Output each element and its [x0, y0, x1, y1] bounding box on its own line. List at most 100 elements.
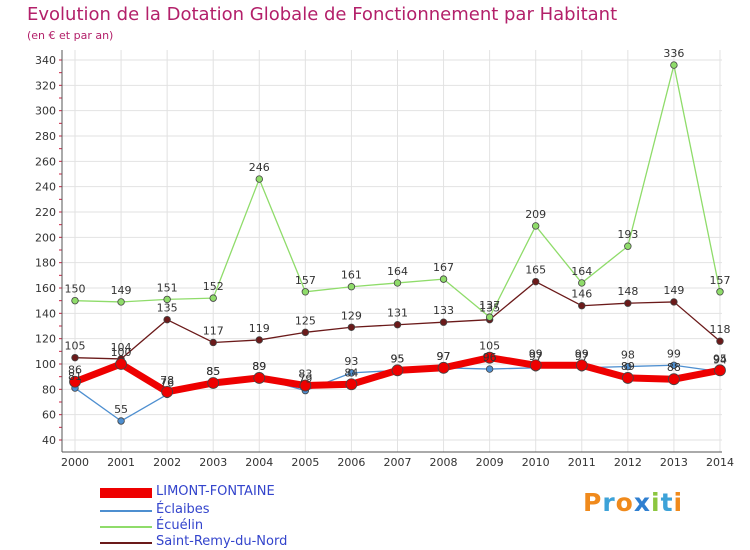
x-tick-label-2001: 2001: [107, 456, 135, 469]
point-eclaibes-2001: [117, 417, 125, 425]
y-tick-label-140: 140: [35, 307, 56, 320]
data-label-ecuelin-2007: 164: [387, 265, 408, 278]
point-limont-fontaine-2001: [115, 358, 127, 370]
point-limont-fontaine-2014: [714, 364, 726, 377]
y-tick-label-320: 320: [35, 79, 56, 92]
point-saint-remy-du-nord-2014: [716, 337, 724, 345]
data-label-saint-remy-du-nord-2006: 129: [341, 309, 362, 322]
data-label-limont-fontaine-2014: 95: [713, 352, 727, 365]
point-eclaibes-2006: [347, 369, 356, 377]
point-saint-remy-du-nord-2012: [624, 299, 632, 307]
y-tick-label-300: 300: [35, 105, 56, 118]
point-saint-remy-du-nord-2011: [578, 302, 586, 310]
data-label-eclaibes-2013: 99: [667, 347, 681, 360]
data-label-saint-remy-du-nord-2011: 146: [571, 288, 592, 301]
y-tick-label-40: 40: [42, 434, 56, 447]
data-labels: 105 104 135 117 119 125 129 131 133 135 165 146 148 1…: [65, 47, 731, 416]
point-limont-fontaine-2004: [253, 372, 266, 384]
point-saint-remy-du-nord-2013: [670, 298, 678, 306]
y-tick-label-340: 340: [35, 54, 56, 67]
point-limont-fontaine-2010: [529, 359, 542, 372]
point-limont-fontaine-2006: [345, 378, 358, 391]
series-lines: [69, 61, 726, 425]
y-tick-label-180: 180: [35, 257, 56, 270]
data-label-ecuelin-2006: 161: [341, 269, 362, 282]
data-label-limont-fontaine-2006: 84: [344, 366, 358, 379]
data-label-saint-remy-du-nord-2008: 133: [433, 304, 454, 317]
data-label-ecuelin-2011: 164: [571, 265, 592, 278]
point-saint-remy-du-nord-2003: [209, 338, 217, 347]
data-label-eclaibes-2009: 96: [483, 351, 497, 364]
data-label-eclaibes-2001: 55: [114, 403, 128, 416]
x-tick-label-2000: 2000: [61, 456, 89, 469]
y-tick-label-220: 220: [35, 206, 56, 219]
x-tick-label-2006: 2006: [337, 456, 365, 469]
data-label-ecuelin-2009: 137: [479, 299, 500, 312]
logo-letter: o: [615, 488, 634, 517]
y-tick-label-80: 80: [42, 383, 56, 396]
data-label-saint-remy-du-nord-2002: 135: [157, 302, 178, 315]
data-label-eclaibes-2014: 94: [713, 354, 727, 367]
data-label-limont-fontaine-2012: 89: [621, 360, 635, 373]
legend-swatch-ecuelin: [100, 526, 152, 528]
data-label-limont-fontaine-2009: 105: [479, 340, 500, 353]
data-label-limont-fontaine-2005: 83: [298, 368, 312, 381]
data-label-limont-fontaine-2013: 88: [667, 361, 681, 374]
x-tick-label-2005: 2005: [291, 456, 319, 469]
data-label-limont-fontaine-2010: 99: [529, 347, 543, 360]
point-saint-remy-du-nord-2008: [439, 318, 448, 326]
point-eclaibes-2013: [670, 361, 678, 369]
data-label-limont-fontaine-2007: 95: [390, 352, 404, 365]
data-label-limont-fontaine-2008: 97: [437, 350, 451, 363]
data-label-limont-fontaine-2003: 85: [206, 365, 220, 378]
chart-title: Evolution de la Dotation Globale de Fonc…: [27, 4, 618, 25]
point-ecuelin-2006: [347, 283, 356, 291]
grid-lines: [62, 50, 722, 452]
data-label-saint-remy-du-nord-2004: 119: [249, 322, 270, 335]
data-label-saint-remy-du-nord-2005: 125: [295, 314, 316, 327]
point-ecuelin-2008: [439, 275, 448, 283]
point-limont-fontaine-2012: [621, 372, 634, 384]
point-ecuelin-2002: [163, 295, 171, 304]
data-label-eclaibes-2008: 97: [437, 350, 451, 363]
data-label-saint-remy-du-nord-2003: 117: [203, 324, 224, 337]
x-tick-label-2012: 2012: [614, 456, 642, 469]
x-tick-label-2002: 2002: [153, 456, 181, 469]
y-tick-label-100: 100: [35, 358, 56, 371]
logo-letter: x: [633, 488, 651, 517]
legend-swatch-saint-remy-du-nord: [100, 542, 152, 544]
data-label-ecuelin-2014: 157: [709, 274, 730, 287]
y-tick-label-60: 60: [42, 409, 56, 422]
legend-swatch-limont-fontaine: [100, 488, 152, 498]
data-label-ecuelin-2010: 209: [525, 208, 546, 221]
data-label-saint-remy-du-nord-2000: 105: [65, 340, 86, 353]
point-ecuelin-2014: [716, 288, 724, 296]
point-ecuelin-2004: [255, 175, 263, 183]
point-saint-remy-du-nord-2006: [347, 323, 356, 331]
point-limont-fontaine-2007: [391, 364, 404, 377]
data-label-limont-fontaine-2001: 100: [111, 346, 132, 359]
data-label-eclaibes-2005: 79: [298, 373, 312, 386]
legend-label-limont-fontaine: LIMONT-FONTAINE: [156, 484, 275, 499]
legend-label-eclaibes: Éclaibes: [156, 502, 210, 517]
y-tick-label-240: 240: [35, 181, 56, 194]
point-saint-remy-du-nord-2007: [393, 321, 402, 329]
data-label-eclaibes-2003: 85: [206, 365, 220, 378]
legend-label-saint-remy-du-nord: Saint-Remy-du-Nord: [156, 534, 288, 549]
data-label-limont-fontaine-2000: 86: [68, 364, 82, 377]
data-label-eclaibes-2004: 89: [252, 360, 266, 373]
data-label-ecuelin-2008: 167: [433, 261, 454, 274]
data-label-saint-remy-du-nord-2007: 131: [387, 307, 408, 320]
data-label-ecuelin-2004: 246: [249, 161, 270, 174]
logo-letter: P: [583, 488, 603, 517]
legend-label-ecuelin: Écuélin: [156, 518, 204, 533]
data-label-ecuelin-2002: 151: [157, 281, 178, 294]
point-limont-fontaine-2008: [437, 361, 450, 374]
data-label-limont-fontaine-2004: 89: [252, 360, 266, 373]
logo-letter: t: [660, 488, 674, 517]
point-limont-fontaine-2005: [299, 379, 312, 392]
axes: 40 60 80 100 120 140 160 180 200 220 240 260 280 300 3…: [35, 50, 734, 469]
data-label-ecuelin-2003: 152: [203, 280, 224, 293]
point-ecuelin-2010: [532, 222, 540, 230]
point-eclaibes-2012: [624, 362, 632, 371]
